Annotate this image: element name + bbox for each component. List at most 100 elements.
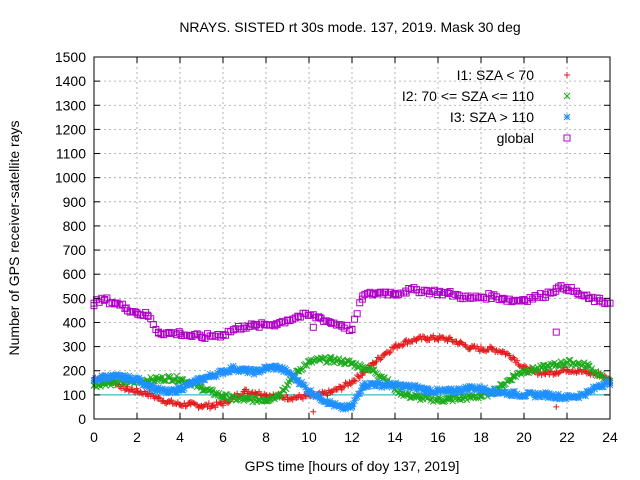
scatter-mark <box>361 379 369 387</box>
scatter-mark <box>293 394 300 401</box>
scatter-mark <box>514 357 521 364</box>
scatter-mark <box>490 346 497 353</box>
x-axis: 0 2 4 6 8 10 12 14 16 18 20 22 24 <box>90 57 618 445</box>
scatter-mark <box>454 341 461 348</box>
scatter-mark <box>387 348 394 355</box>
scatter-mark <box>418 384 426 391</box>
scatter-mark <box>220 402 226 409</box>
scatter-mark <box>307 387 315 394</box>
scatter-mark <box>507 355 514 362</box>
scatter-mark <box>102 372 109 379</box>
scatter-mark <box>180 385 188 393</box>
scatter-mark <box>106 374 113 382</box>
scatter-mark <box>276 363 284 371</box>
legend-marker <box>563 113 571 121</box>
scatter-mark <box>462 383 469 391</box>
scatter-mark <box>422 388 429 396</box>
scatter-mark <box>351 397 358 405</box>
y-axis-label: Number of GPS receiver-satellite rays <box>6 121 22 356</box>
scatter-mark <box>510 354 517 361</box>
scatter-mark <box>335 355 343 362</box>
scatter-mark <box>294 376 302 384</box>
y-tick-label: 1100 <box>56 146 86 162</box>
scatter-mark <box>382 350 389 357</box>
y-tick-label: 800 <box>63 218 87 234</box>
scatter-mark <box>466 346 473 353</box>
scatter-mark <box>378 384 386 391</box>
scatter-mark <box>432 388 440 396</box>
scatter-mark <box>315 390 322 398</box>
scatter-mark <box>349 400 357 408</box>
scatter-mark <box>173 372 180 380</box>
scatter-mark <box>352 378 359 385</box>
scatter-mark <box>356 374 363 381</box>
scatter-mark <box>575 394 583 402</box>
scatter-mark <box>250 370 258 378</box>
scatter-mark <box>287 395 294 402</box>
scatter-mark <box>561 394 569 402</box>
scatter-mark <box>546 390 553 397</box>
scatter-mark <box>522 392 530 400</box>
series-2 <box>90 362 614 413</box>
scatter-mark <box>170 376 178 384</box>
scatter-mark <box>383 383 391 391</box>
scatter-mark <box>498 349 505 356</box>
scatter-mark <box>347 404 355 412</box>
scatter-mark <box>475 386 482 393</box>
scatter-mark <box>459 388 467 395</box>
scatter-mark <box>299 395 306 402</box>
scatter-mark <box>349 380 355 387</box>
x-tick-label: 22 <box>559 429 575 445</box>
scatter-mark <box>189 380 197 388</box>
scatter-mark <box>308 390 316 398</box>
scatter-mark <box>348 325 356 333</box>
scatter-mark <box>405 389 413 397</box>
series-2-dense <box>90 362 614 413</box>
scatter-mark <box>481 347 488 354</box>
scatter-mark <box>269 366 277 373</box>
scatter-mark <box>445 394 453 402</box>
scatter-mark <box>326 353 334 361</box>
x-tick-label: 6 <box>219 429 227 445</box>
scatter-mark <box>165 398 172 405</box>
series-layer <box>90 282 614 415</box>
scatter-mark <box>205 400 212 407</box>
scatter-mark <box>445 335 452 342</box>
scatter-mark <box>412 336 419 343</box>
scatter-mark <box>419 333 426 340</box>
scatter-mark <box>256 388 263 395</box>
scatter-mark <box>122 377 130 384</box>
scatter-mark <box>567 392 575 399</box>
scatter-mark <box>148 386 156 394</box>
scatter-mark <box>209 387 217 394</box>
scatter-mark <box>595 383 602 390</box>
y-tick-label: 500 <box>63 290 87 306</box>
outlier-point <box>310 408 317 415</box>
scatter-mark <box>118 385 125 392</box>
scatter-mark <box>476 348 483 355</box>
scatter-mark <box>288 369 295 377</box>
scatter-mark <box>126 374 134 381</box>
scatter-mark <box>423 385 431 392</box>
x-tick-label: 24 <box>602 429 618 445</box>
scatter-mark <box>471 343 478 350</box>
scatter-mark <box>121 387 128 394</box>
scatter-mark <box>540 393 548 401</box>
scatter-mark <box>346 401 353 409</box>
scatter-mark <box>166 389 174 396</box>
scatter-mark <box>347 360 355 367</box>
scatter-mark <box>280 368 287 376</box>
scatter-mark <box>277 366 285 374</box>
scatter-mark <box>377 380 384 388</box>
chart-title: NRAYS. SISTED rt 30s mode. 137, 2019. Ma… <box>179 19 520 35</box>
scatter-mark <box>290 375 298 383</box>
scatter-mark <box>484 387 491 395</box>
scatter-mark <box>360 384 367 391</box>
scatter-mark <box>439 334 446 341</box>
scatter-mark <box>531 394 539 401</box>
scatter-mark <box>306 389 313 397</box>
scatter-mark <box>252 390 259 397</box>
scatter-mark <box>434 336 441 343</box>
scatter-mark <box>302 383 309 391</box>
scatter-mark <box>565 356 573 364</box>
